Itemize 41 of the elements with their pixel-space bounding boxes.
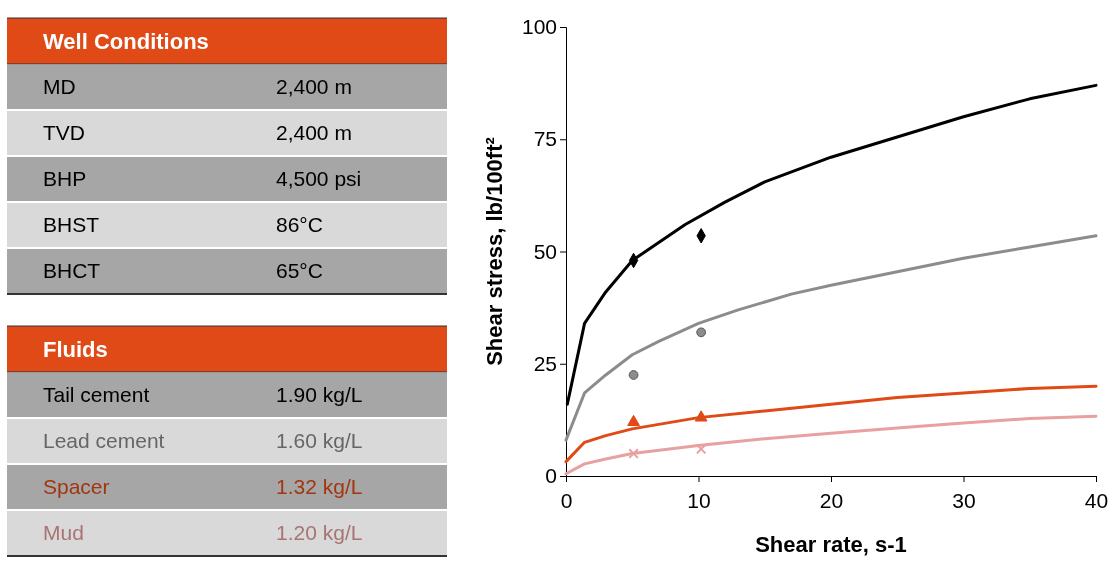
text: MD — [43, 75, 76, 98]
y-axis-title: Shear stress, lb/100ft² — [482, 137, 507, 366]
line-series — [564, 234, 1098, 442]
text: 1.60 kg/L — [276, 429, 363, 452]
text: Lead cement — [43, 429, 165, 452]
x-tick-label: 30 — [952, 489, 976, 513]
text: Mud — [43, 521, 84, 544]
text: 2,400 m — [276, 75, 352, 98]
text: 2,400 m — [276, 121, 352, 144]
x-tick-label: 20 — [819, 489, 844, 513]
text: 1.32 kg/L — [276, 475, 363, 498]
line-series — [564, 384, 1098, 464]
text: 1.90 kg/L — [276, 383, 363, 406]
point — [695, 443, 707, 455]
y-tick-label: 100 — [521, 15, 557, 39]
y-tick-label: 0 — [545, 464, 557, 488]
line-series — [564, 414, 1098, 476]
text: BHST — [43, 213, 100, 236]
point — [627, 414, 640, 427]
text: TVD — [43, 121, 85, 144]
text: BHP — [43, 167, 87, 190]
text: 1.20 kg/L — [276, 521, 363, 544]
text: BHCT — [43, 259, 101, 282]
text: Tail cement — [43, 383, 150, 406]
text: Fluids — [43, 337, 108, 362]
point — [696, 327, 707, 338]
text: Spacer — [43, 475, 110, 498]
x-tick-label: 40 — [1084, 489, 1109, 513]
x-tick-label: 10 — [687, 489, 711, 513]
text: 65°C — [276, 259, 323, 282]
y-tick-label: 75 — [533, 127, 557, 151]
x-axis-title: Shear rate, s-1 — [755, 532, 907, 557]
text: 4,500 psi — [276, 167, 362, 190]
point — [628, 448, 639, 459]
point — [694, 410, 708, 422]
point — [628, 370, 639, 380]
text: Well Conditions — [43, 29, 209, 54]
text: 86°C — [276, 213, 323, 236]
x-tick-label: 0 — [560, 489, 573, 513]
y-tick-label: 25 — [533, 351, 557, 375]
y-tick-label: 50 — [533, 239, 557, 263]
